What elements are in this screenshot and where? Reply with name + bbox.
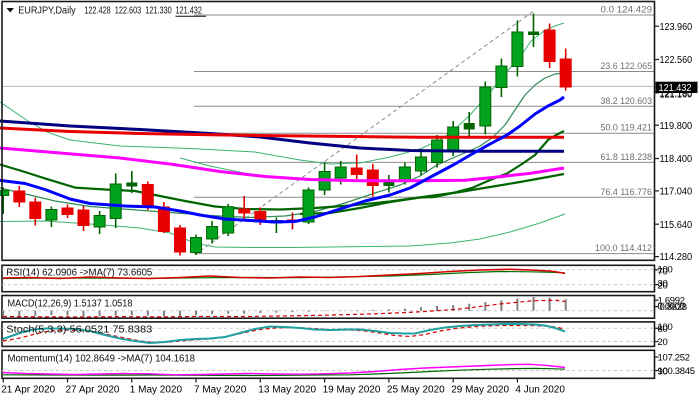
svg-text:61.8 118.238: 61.8 118.238 xyxy=(601,152,653,163)
svg-text:114.280: 114.280 xyxy=(660,252,693,263)
svg-text:117.040: 117.040 xyxy=(660,187,693,198)
svg-text:70: 70 xyxy=(658,267,668,278)
svg-text:4 Jun 2020: 4 Jun 2020 xyxy=(515,385,565,396)
svg-text:Stoch(5,3,3) 56.0521 75.8383: Stoch(5,3,3) 56.0521 75.8383 xyxy=(6,325,152,336)
svg-text:123.960: 123.960 xyxy=(660,22,693,33)
svg-text:MACD(12,26,9) 1.5137 1.0518: MACD(12,26,9) 1.5137 1.0518 xyxy=(8,299,133,310)
svg-text:107.252: 107.252 xyxy=(658,352,690,363)
svg-text:27 Apr 2020: 27 Apr 2020 xyxy=(66,385,120,396)
svg-text:19 May 2020: 19 May 2020 xyxy=(323,385,381,396)
svg-text:1.6992: 1.6992 xyxy=(658,296,685,307)
svg-text:100.3845: 100.3845 xyxy=(658,366,695,377)
svg-text:RSI(14) 62.0906 ->MA(7) 73.66: RSI(14) 62.0906 ->MA(7) 73.6605 xyxy=(6,268,152,279)
svg-text:38.2 120.603: 38.2 120.603 xyxy=(601,96,653,107)
svg-text:0.0 124.429: 0.0 124.429 xyxy=(601,5,653,16)
svg-text:80: 80 xyxy=(658,324,668,335)
svg-text:100: 100 xyxy=(658,265,673,276)
svg-text:29 May 2020: 29 May 2020 xyxy=(451,385,509,396)
svg-text:76.4 116.776: 76.4 116.776 xyxy=(601,187,653,198)
svg-text:20: 20 xyxy=(658,281,668,292)
svg-text:Momentum(14) 102.8649 ->MA(7): Momentum(14) 102.8649 ->MA(7) 104.1618 xyxy=(8,354,196,365)
svg-text:100: 100 xyxy=(658,322,673,333)
svg-text:100.0 114.412: 100.0 114.412 xyxy=(595,243,652,254)
svg-text:13 May 2020: 13 May 2020 xyxy=(258,385,316,396)
svg-text:122.560: 122.560 xyxy=(660,55,693,66)
svg-text:50.0 119.421: 50.0 119.421 xyxy=(601,123,653,134)
svg-text:25 May 2020: 25 May 2020 xyxy=(387,385,445,396)
svg-text:122.428: 122.428 xyxy=(84,6,111,17)
svg-text:0.8628: 0.8628 xyxy=(660,302,687,313)
svg-text:121.160: 121.160 xyxy=(660,90,693,101)
svg-text:122.603: 122.603 xyxy=(115,6,142,17)
svg-text:118.400: 118.400 xyxy=(660,154,693,165)
svg-text:90: 90 xyxy=(658,366,668,377)
svg-text:21 Apr 2020: 21 Apr 2020 xyxy=(1,385,55,396)
svg-text:0.0000: 0.0000 xyxy=(658,302,685,313)
svg-text:119.800: 119.800 xyxy=(660,121,693,132)
svg-text:30: 30 xyxy=(658,279,668,290)
svg-text:121.330: 121.330 xyxy=(145,6,172,17)
svg-text:20: 20 xyxy=(658,337,668,348)
svg-text:1 May 2020: 1 May 2020 xyxy=(130,385,183,396)
svg-text:23.6 122.065: 23.6 122.065 xyxy=(601,61,653,72)
svg-text:115.640: 115.640 xyxy=(660,220,693,231)
svg-text:EURJPY,Daily: EURJPY,Daily xyxy=(18,6,75,17)
svg-text:121.432: 121.432 xyxy=(176,6,203,17)
svg-text:7 May 2020: 7 May 2020 xyxy=(194,385,247,396)
svg-text:121.160: 121.160 xyxy=(660,88,693,99)
svg-text:121.432: 121.432 xyxy=(659,83,692,94)
